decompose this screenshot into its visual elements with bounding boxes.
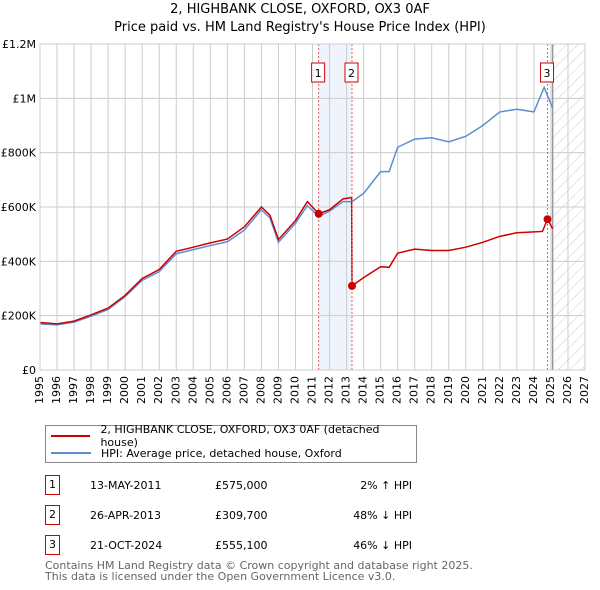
x-tick-label: 2022 [493,376,506,404]
x-tick-label: 1999 [101,376,114,404]
sale-price: £555,100 [215,539,268,552]
x-tick-label: 2017 [408,376,421,404]
x-tick-label: 2000 [118,376,131,404]
hpi-line [39,85,554,326]
x-tick-label: 2011 [306,376,319,404]
sale-hpi-diff: 48% ↓ HPI [353,509,412,522]
footer: Contains HM Land Registry data © Crown c… [45,560,473,582]
x-tick-label: 2016 [391,376,404,404]
table-row: 2 26-APR-2013 £309,700 48% ↓ HPI [45,505,445,525]
footer-line: This data is licensed under the Open Gov… [45,570,396,583]
sale-label-box [311,62,326,83]
x-tick-label: 2005 [203,376,216,404]
y-tick-label: £400K [1,255,37,268]
legend-label: 2, HIGHBANK CLOSE, OXFORD, OX3 0AF (deta… [100,423,380,449]
legend-item-hpi: HPI: Average price, detached house, Oxfo… [51,444,342,462]
x-tick-label: 1996 [50,376,63,404]
x-tick-label: 2009 [271,376,284,404]
sale-label-box [540,62,555,83]
y-tick-label: £1M [13,92,37,105]
sale-hpi-diff: 2% ↑ HPI [360,479,412,492]
x-tick-label: 2010 [288,376,301,404]
footer-line: Contains HM Land Registry data © Crown c… [45,559,473,572]
sale-hpi-diff: 46% ↓ HPI [353,539,412,552]
y-tick-label: £1.2M [2,38,36,51]
sale-point [348,281,357,290]
legend-item-property: 2, HIGHBANK CLOSE, OXFORD, OX3 0AF (deta… [51,423,416,449]
x-tick-label: 2003 [169,376,182,404]
y-tick-label: £0 [22,364,36,377]
sale-point [314,209,323,218]
x-tick-label: 2025 [544,376,557,404]
table-row: 1 13-MAY-2011 £575,000 2% ↑ HPI [45,475,445,495]
x-tick-label: 2021 [476,376,489,404]
legend-label: HPI: Average price, detached house, Oxfo… [101,446,342,460]
sale-price: £309,700 [215,509,268,522]
sale-label: 3 [544,67,551,80]
x-tick-label: 1998 [84,376,97,404]
y-tick-label: £600K [1,201,37,214]
chart-subtitle: Price paid vs. HM Land Registry's House … [114,20,486,35]
x-tick-label: 2023 [510,376,523,404]
property-price-line [39,196,554,325]
sale-label: 2 [348,67,355,80]
sale-date: 13-MAY-2011 [90,479,162,492]
x-tick-label: 2024 [527,376,540,404]
sale-label: 1 [315,67,322,80]
sale-label-box [344,62,359,83]
y-tick-label: £200K [1,310,37,323]
sale-date: 21-OCT-2024 [90,539,163,552]
x-tick-label: 2001 [135,376,148,404]
chart-title: 2, HIGHBANK CLOSE, OXFORD, OX3 0AF [170,2,430,17]
sale-point [543,215,552,224]
price-chart: 1995 1996 1997 1998 1999 2000 2001 2002 2003 2004… [1,38,591,404]
sale-marker-badge: 3 [45,535,60,555]
legend: 2, HIGHBANK CLOSE, OXFORD, OX3 0AF (deta… [45,423,417,463]
table-row: 3 21-OCT-2024 £555,100 46% ↓ HPI [45,535,445,555]
x-tick-label: 2013 [340,376,353,404]
x-tick-label: 2019 [442,376,455,404]
x-tick-label: 2018 [425,376,438,404]
x-tick-label: 2002 [152,376,165,404]
x-tick-label: 2006 [220,376,233,404]
x-tick-label: 1997 [67,376,80,404]
sale-marker-badge: 1 [45,475,60,495]
x-tick-label: 2026 [561,376,574,404]
plot-frame [39,43,586,371]
x-tick-label: 1995 [33,376,46,404]
y-tick-label: £800K [1,147,37,160]
x-tick-label: 2004 [186,376,199,404]
sale-price: £575,000 [215,479,268,492]
x-tick-label: 2007 [237,376,250,404]
sale-marker-badge: 2 [45,505,60,525]
sale-date: 26-APR-2013 [90,509,162,522]
x-tick-label: 2008 [254,376,267,404]
x-tick-label: 2020 [459,376,472,404]
x-tick-label: 2014 [357,376,370,404]
x-tick-label: 2012 [323,376,336,404]
x-tick-label: 2027 [578,376,591,404]
x-tick-label: 2015 [374,376,387,404]
